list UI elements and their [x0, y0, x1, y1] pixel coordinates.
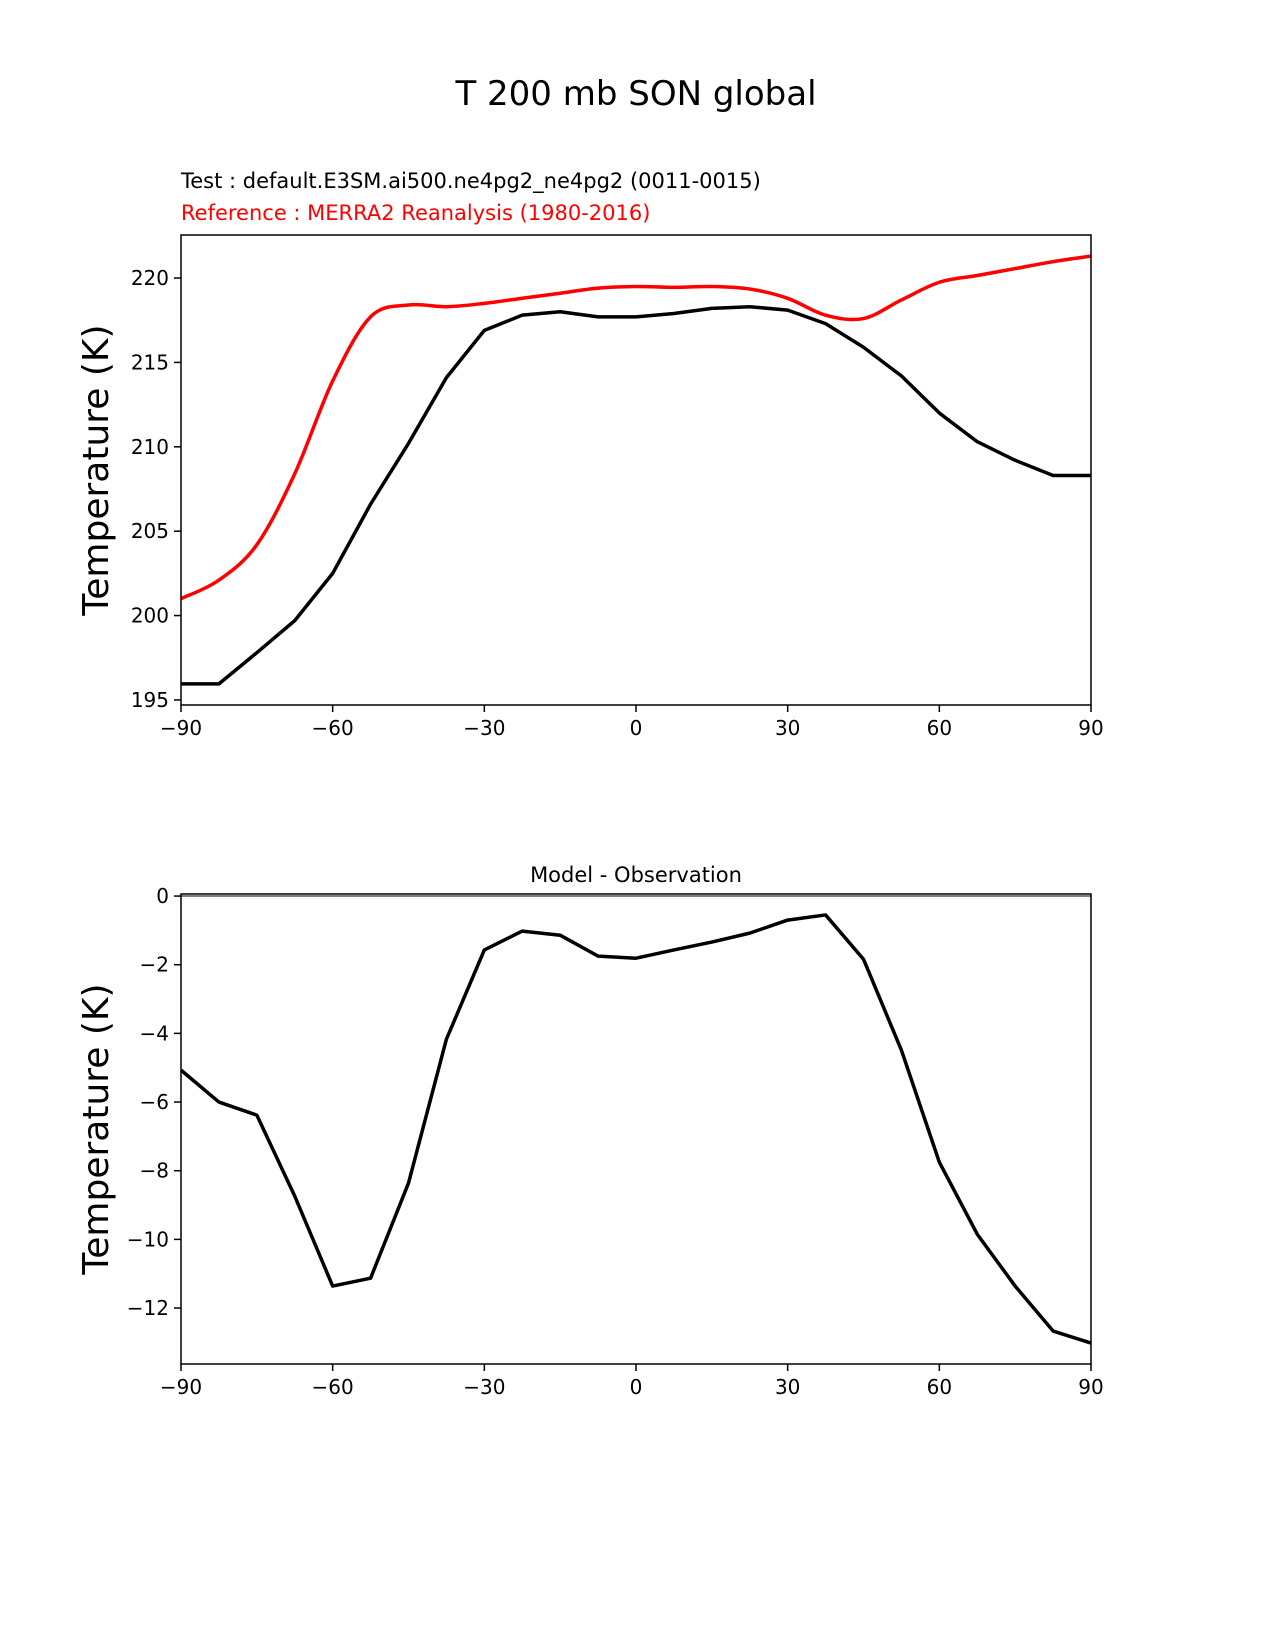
x-tick-label: 60: [927, 1375, 952, 1399]
figure-title: T 200 mb SON global: [454, 74, 816, 114]
axes-frame: [180, 893, 1092, 1365]
y-tick-label: −8: [140, 1159, 169, 1183]
y-tick-label: −4: [140, 1021, 169, 1045]
y-tick-label: 215: [131, 350, 169, 374]
y-tick-label: −6: [140, 1090, 169, 1114]
x-tick-label: −90: [160, 1375, 202, 1399]
bottom-axes: −90 −60 −30 0 30 60 90 0 −2 −4 −6 −8 −10 −12 Temperatu…: [76, 884, 1104, 1399]
x-tick-label: 30: [775, 1375, 800, 1399]
y-tick-label: 0: [156, 884, 169, 908]
diff-title: Model - Observation: [530, 863, 742, 887]
x-tick-label: −60: [312, 1375, 354, 1399]
x-tick-label: 0: [630, 1375, 643, 1399]
x-tick-label: 30: [775, 716, 800, 740]
axes-frame: [180, 234, 1092, 706]
test-label: Test : default.E3SM.ai500.ne4pg2_ne4pg2 …: [180, 169, 761, 194]
x-tick-label: 60: [927, 716, 952, 740]
x-tick-label: −60: [312, 716, 354, 740]
y-tick-label: 220: [131, 266, 169, 290]
top-axes: −90 −60 −30 0 30 60 90 195 200 205 210 215 220 Temper…: [76, 234, 1104, 740]
series-line-reference: [180, 254, 1092, 601]
x-tick-label: −30: [463, 1375, 505, 1399]
y-axis-label: Temperature (K): [76, 983, 117, 1275]
y-tick-label: 195: [131, 688, 169, 712]
x-tick-label: 90: [1078, 1375, 1103, 1399]
reference-label: Reference : MERRA2 Reanalysis (1980-2016…: [181, 201, 650, 225]
y-tick-label: −10: [127, 1227, 169, 1251]
y-tick-label: 210: [131, 435, 169, 459]
y-tick-label: −2: [140, 953, 169, 977]
y-tick-label: −12: [127, 1296, 169, 1320]
x-tick-label: −30: [463, 716, 505, 740]
x-tick-label: −90: [160, 716, 202, 740]
series-line-model-observation: [179, 913, 1092, 1345]
y-tick-label: 200: [131, 604, 169, 628]
series-line-test: [181, 304, 1091, 686]
x-tick-label: 90: [1078, 716, 1103, 740]
x-tick-label: 0: [630, 716, 643, 740]
y-tick-label: 205: [131, 519, 169, 543]
y-axis-label: Temperature (K): [76, 324, 117, 616]
